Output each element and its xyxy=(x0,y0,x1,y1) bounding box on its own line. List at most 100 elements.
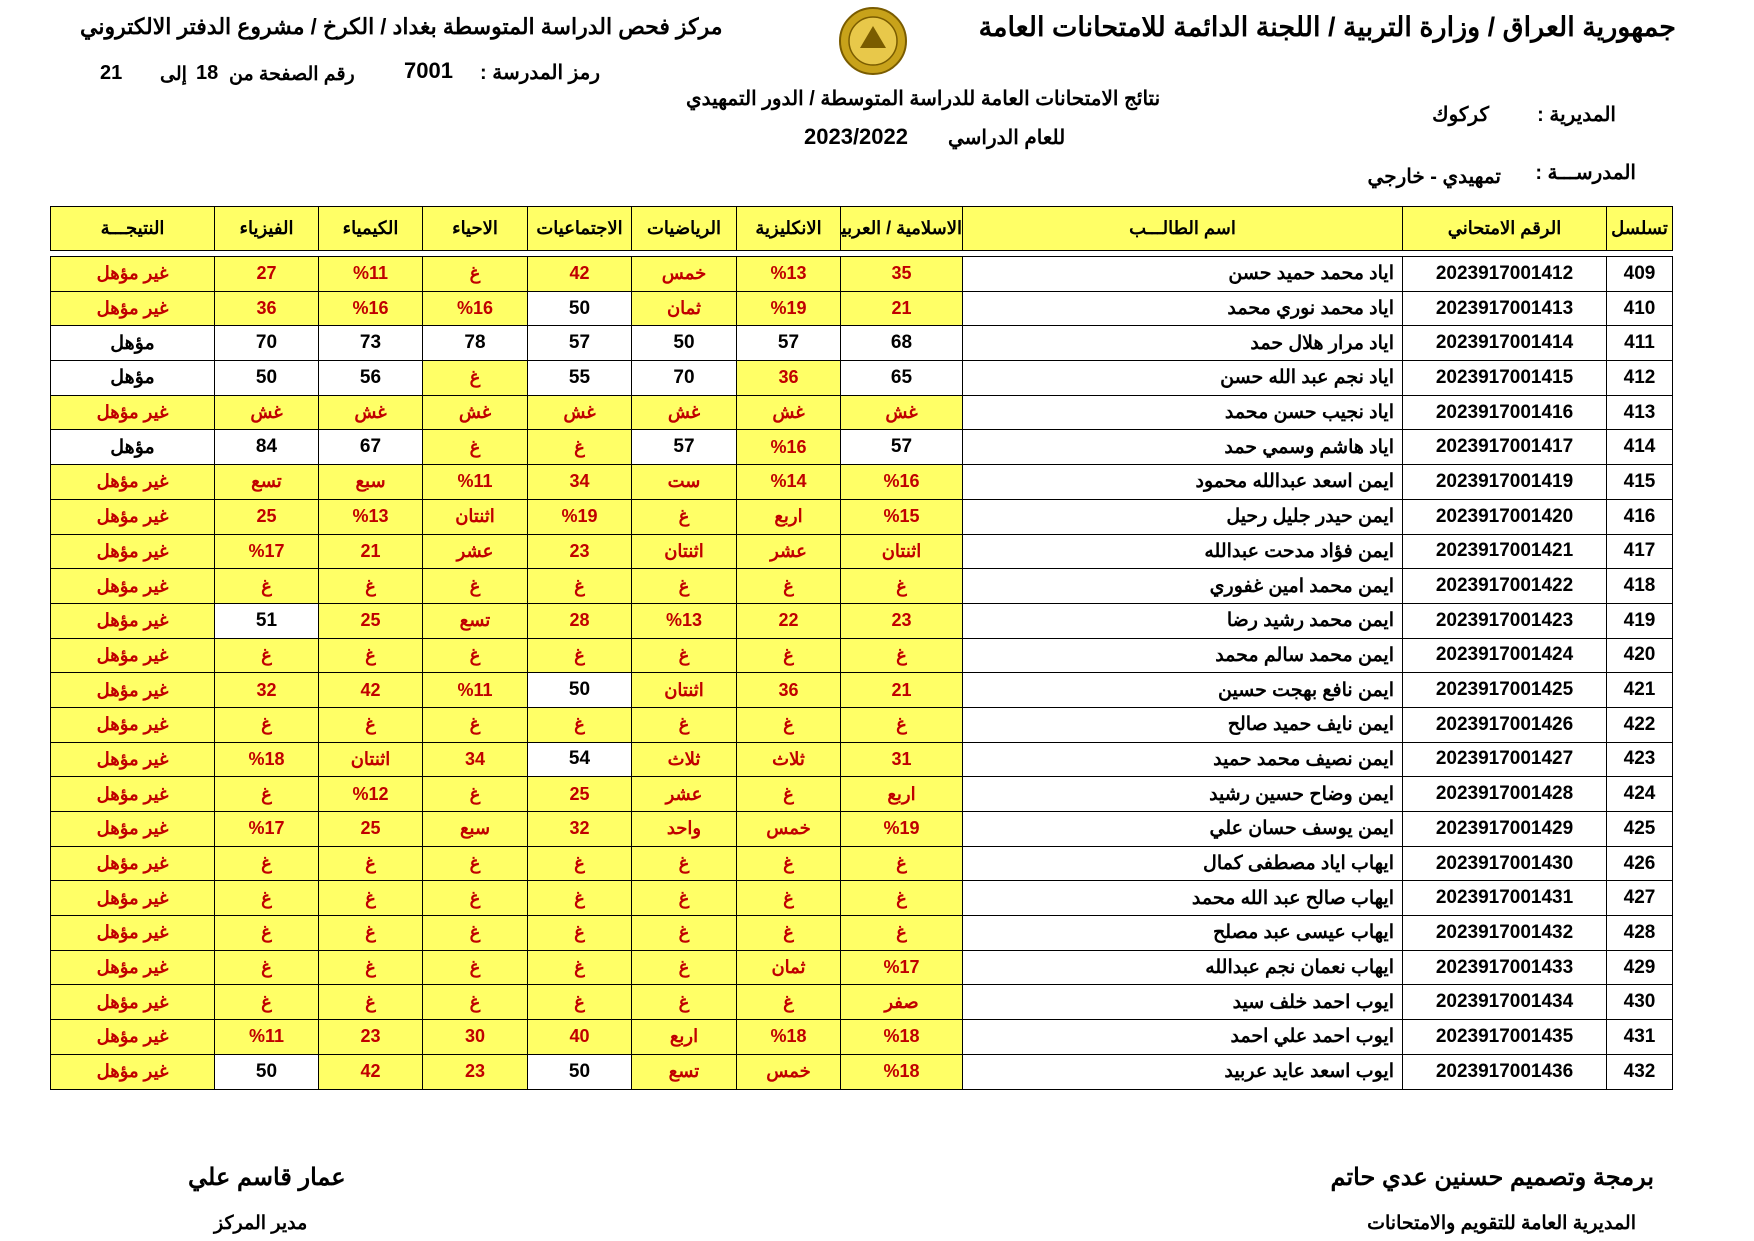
row-id: 2023917001430 xyxy=(1402,845,1607,882)
grade-cell: 50 xyxy=(527,290,632,327)
grade-cell: 21 xyxy=(840,672,963,708)
grade-cell: غ xyxy=(422,845,528,882)
student-name: ايهاب اياد مصطفى كمال xyxy=(962,845,1403,882)
student-name: ايمن نصيف محمد حميد xyxy=(962,741,1403,778)
grade-cell: سبع xyxy=(422,811,528,847)
header-row: تسلسل الرقم الامتحاني اسم الطالـــب الاسلام… xyxy=(50,206,1673,251)
result-row: 415 2023917001419 ايمن اسعد عبدالله محمود%… xyxy=(50,464,1673,500)
column-header: اسم الطالـــب xyxy=(962,206,1403,251)
grade-cell: 23 xyxy=(422,1053,528,1090)
result-row: 410 2023917001413 اياد محمد نوري محمد 21 %19… xyxy=(50,290,1673,327)
row-id: 2023917001423 xyxy=(1402,602,1607,639)
grade-cell: غش xyxy=(840,394,963,431)
grade-cell: غير مؤهل xyxy=(50,811,215,847)
school-code: 7001 xyxy=(404,58,453,83)
logo xyxy=(839,7,907,75)
grade-cell: اثنتان xyxy=(840,533,963,570)
grade-cell: غ xyxy=(631,984,737,1021)
grade-cell: %18 xyxy=(840,1019,963,1055)
grade-cell: غ xyxy=(631,498,737,535)
grade-cell: غ xyxy=(318,880,423,917)
row-id: 422 xyxy=(1606,706,1673,743)
grade-cell: 78 xyxy=(422,325,528,362)
grade-cell: 25 xyxy=(214,498,319,535)
student-name: ايهاب صالح عبد الله محمد xyxy=(962,880,1403,917)
grade-cell: %18 xyxy=(736,1019,841,1055)
grade-cell: 56 xyxy=(318,360,423,396)
row-id: 425 xyxy=(1606,811,1673,847)
student-name: اياد محمد نوري محمد xyxy=(962,290,1403,327)
student-name: ايمن نايف حميد صالح xyxy=(962,706,1403,743)
grade-cell: 27 xyxy=(214,256,319,292)
result-row: 421 2023917001425 ايمن نافع بهجت حسين 21 36 ا… xyxy=(50,672,1673,708)
grade-cell: مؤهل xyxy=(50,429,215,466)
grade-cell: %18 xyxy=(840,1053,963,1090)
grade-cell: غ xyxy=(736,880,841,917)
grade-cell: 84 xyxy=(214,429,319,466)
grade-cell: غ xyxy=(318,706,423,743)
grade-cell: 36 xyxy=(736,672,841,708)
grade-cell: 65 xyxy=(840,360,963,396)
grade-cell: غ xyxy=(527,706,632,743)
grade-cell: غ xyxy=(840,637,963,674)
row-id: 2023917001433 xyxy=(1402,949,1607,986)
grade-cell: %19 xyxy=(840,811,963,847)
grade-cell: 50 xyxy=(631,325,737,362)
student-name: ايوب احمد علي احمد xyxy=(962,1019,1403,1055)
grade-cell: 57 xyxy=(527,325,632,362)
grade-cell: اربع xyxy=(631,1019,737,1055)
grade-cell: 73 xyxy=(318,325,423,362)
grade-cell: 21 xyxy=(318,533,423,570)
grade-cell: %15 xyxy=(840,498,963,535)
row-id: 2023917001417 xyxy=(1402,429,1607,466)
grade-cell: 32 xyxy=(527,811,632,847)
result-row: 422 2023917001426 ايمن نايف حميد صالح غ غ غ غ غ… xyxy=(50,706,1673,743)
school-code-label: رمز المدرسة : xyxy=(480,62,601,84)
row-id: 2023917001432 xyxy=(1402,915,1607,951)
result-row: 423 2023917001427 ايمن نصيف محمد حميد 31 ثلا… xyxy=(50,741,1673,778)
grade-cell: غ xyxy=(736,637,841,674)
grade-cell: 42 xyxy=(318,1053,423,1090)
grade-cell: %18 xyxy=(214,741,319,778)
grade-cell: غ xyxy=(736,568,841,604)
grade-cell: 50 xyxy=(527,1053,632,1090)
grade-cell: غير مؤهل xyxy=(50,984,215,1021)
grade-cell: اربع xyxy=(840,776,963,812)
result-row: 420 2023917001424 ايمن محمد سالم محمد غ غ غ غ غ… xyxy=(50,637,1673,674)
grade-cell: 55 xyxy=(527,360,632,396)
grade-cell: 35 xyxy=(840,256,963,292)
grade-cell: 34 xyxy=(527,464,632,500)
grade-cell: غ xyxy=(631,880,737,917)
grade-cell: غير مؤهل xyxy=(50,394,215,431)
page-to: 21 xyxy=(100,62,123,84)
grade-cell: غ xyxy=(214,984,319,1021)
grade-cell: %13 xyxy=(318,498,423,535)
grade-cell: 34 xyxy=(422,741,528,778)
grade-cell: اثنتان xyxy=(422,498,528,535)
result-row: 417 2023917001421 ايمن فؤاد مدحت عبدالله اث… xyxy=(50,533,1673,570)
grade-cell: 21 xyxy=(840,290,963,327)
grade-cell: غ xyxy=(527,568,632,604)
page-to-label: إلى xyxy=(160,64,187,85)
grade-cell: 36 xyxy=(214,290,319,327)
student-name: ايمن محمد رشيد رضا xyxy=(962,602,1403,639)
grade-cell: خمس xyxy=(736,811,841,847)
row-id: 2023917001419 xyxy=(1402,464,1607,500)
grade-cell: غير مؤهل xyxy=(50,602,215,639)
row-id: 432 xyxy=(1606,1053,1673,1090)
row-id: 2023917001435 xyxy=(1402,1019,1607,1055)
grade-cell: %19 xyxy=(527,498,632,535)
grade-cell: غ xyxy=(840,880,963,917)
grade-cell: غ xyxy=(527,880,632,917)
result-row: 427 2023917001431 ايهاب صالح عبد الله محمد… xyxy=(50,880,1673,917)
row-id: 418 xyxy=(1606,568,1673,604)
grade-cell: 67 xyxy=(318,429,423,466)
result-row: 426 2023917001430 ايهاب اياد مصطفى كمال غ غ غ… xyxy=(50,845,1673,882)
column-header: تسلسل xyxy=(1606,206,1673,251)
row-id: 429 xyxy=(1606,949,1673,986)
row-id: 2023917001422 xyxy=(1402,568,1607,604)
grade-cell: صفر xyxy=(840,984,963,1021)
ministry: جمهورية العراق / وزارة التربية / اللجنة … xyxy=(978,12,1676,42)
